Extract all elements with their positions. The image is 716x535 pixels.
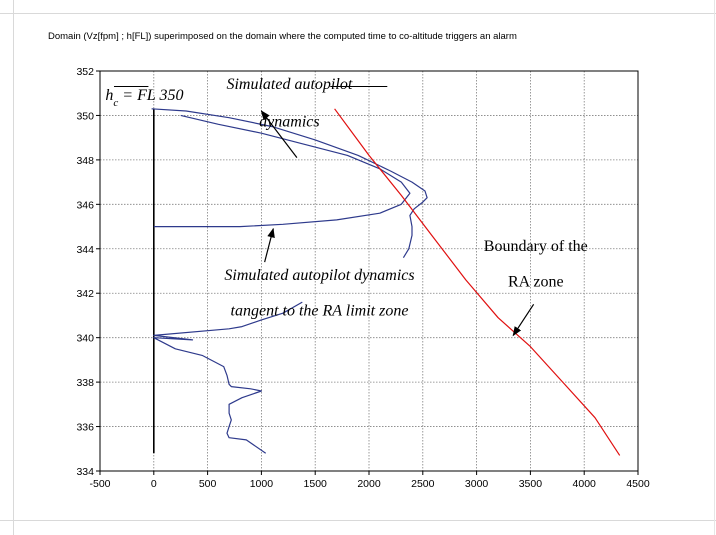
x-tick-label: 2000	[357, 478, 381, 490]
window-top-border	[0, 0, 716, 14]
y-tick-label: 340	[76, 333, 94, 345]
x-tick-label: 500	[199, 478, 217, 490]
annotation-layer: hc = FL 350 Simulated autopilot dynamics Si…	[105, 76, 588, 337]
y-tick-label: 342	[76, 288, 94, 300]
y-tick-label: 338	[76, 377, 94, 389]
tangent-label-line2: tangent to the RA limit zone	[231, 302, 409, 319]
x-tick-label: 4000	[573, 478, 597, 490]
series-ra-zone-boundary	[334, 108, 621, 456]
x-tick-label: -500	[89, 478, 110, 490]
y-tick-label: 344	[76, 244, 94, 256]
series-trajectory-low	[153, 301, 303, 454]
boundary-arrow	[512, 304, 535, 337]
x-tick-label: 3500	[519, 478, 543, 490]
sim-dynamics-label-line2: dynamics	[259, 114, 319, 131]
tangent-label-line1: Simulated autopilot dynamics	[224, 267, 414, 284]
chart-title: Domain (Vz[fpm] ; h[FL]) superimposed on…	[48, 31, 517, 42]
y-tick-label: 352	[76, 66, 94, 78]
y-tick-label: 346	[76, 199, 94, 211]
series-layer	[151, 108, 621, 456]
axis-layer: -500 0 500 1000 1500 2000 2500 3000 3500 4000 4500…	[76, 66, 649, 490]
sim-dynamics-label-line1: Simulated autopilot	[226, 76, 352, 93]
boundary-label-line2: RA zone	[508, 274, 564, 291]
window-right-border	[714, 0, 715, 535]
window-left-border	[0, 0, 14, 535]
window-bottom-border	[0, 520, 716, 521]
target-altitude-label: hc = FL 350	[105, 87, 183, 109]
x-tick-label: 1000	[250, 478, 274, 490]
sim-dynamics-arrow	[260, 110, 298, 159]
tangent-arrow	[264, 227, 275, 263]
series-trajectory-outer	[151, 108, 428, 259]
x-tick-label: 3000	[465, 478, 489, 490]
y-tick-label: 336	[76, 422, 94, 434]
series-trajectory-inner	[153, 114, 411, 228]
boundary-label-line1: Boundary of the	[484, 238, 588, 255]
x-tick-label: 4500	[626, 478, 650, 490]
x-tick-label: 0	[151, 478, 157, 490]
x-tick-label: 2500	[411, 478, 435, 490]
y-tick-label: 348	[76, 155, 94, 167]
x-tick-label: 1500	[304, 478, 328, 490]
y-tick-label: 350	[76, 110, 94, 122]
y-tick-label: 334	[76, 466, 94, 478]
